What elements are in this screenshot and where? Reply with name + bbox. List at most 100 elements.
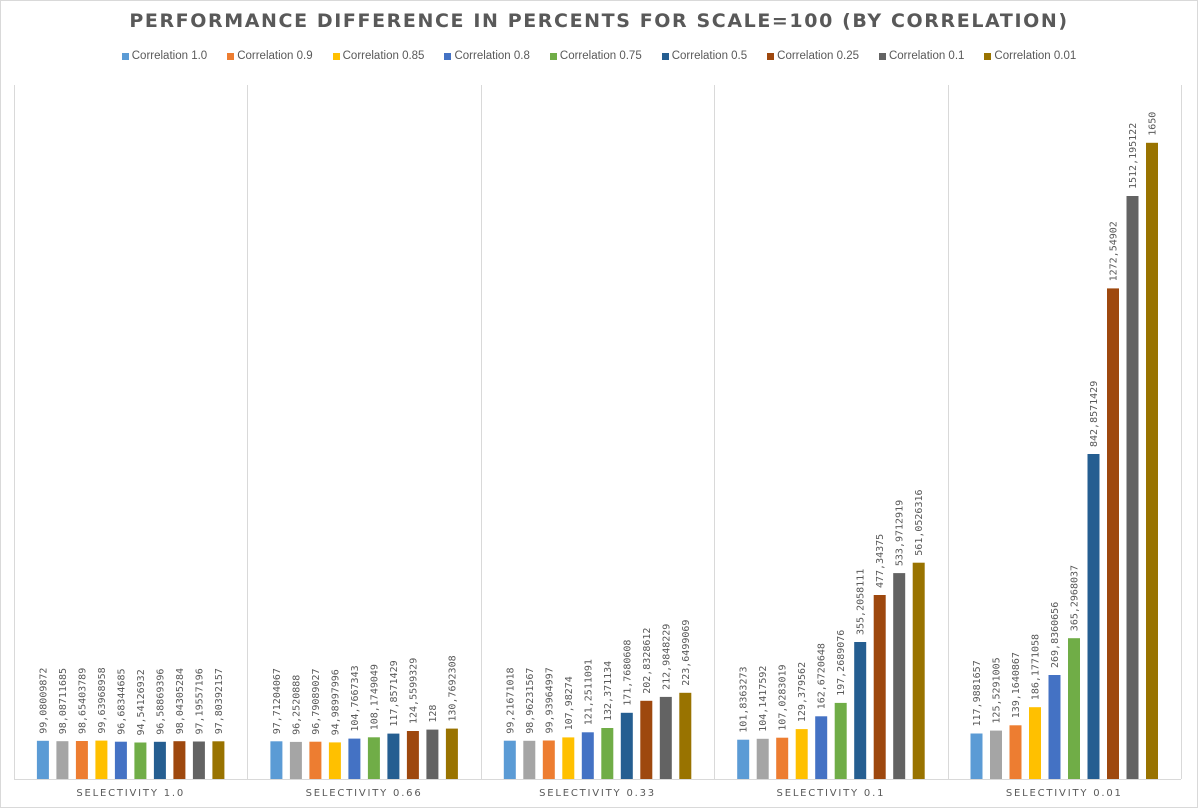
category-label: SELECTIVITY 0.33 [539, 788, 656, 799]
bar [1087, 454, 1100, 779]
data-label: 99,21671018 [505, 667, 516, 733]
bar [387, 733, 400, 779]
bar [640, 700, 653, 779]
data-label: 96,58869396 [155, 669, 166, 735]
data-label: 130,7692308 [447, 655, 458, 721]
data-label: 533,9712919 [895, 500, 906, 566]
data-label: 96,79089027 [311, 668, 322, 734]
bar [834, 702, 847, 779]
bar [1107, 288, 1119, 779]
data-label: 97,19557196 [194, 668, 205, 734]
bar [406, 731, 419, 779]
bar [270, 741, 283, 779]
data-label: 1650 [1148, 112, 1159, 136]
data-label: 107,98274 [564, 676, 575, 730]
data-label: 98,96231567 [525, 668, 536, 734]
data-label: 98,08711685 [58, 668, 69, 734]
category-label: SELECTIVITY 1.0 [76, 788, 185, 799]
bar [114, 741, 127, 779]
data-label: 96,2520888 [291, 675, 302, 735]
data-label: 97,80392157 [214, 668, 225, 734]
data-label: 98,65403789 [77, 668, 88, 734]
bar [1068, 638, 1080, 779]
legend-label: Correlation 0.5 [671, 50, 748, 62]
legend-item: Correlation 0.25 [767, 50, 859, 62]
bar [756, 738, 769, 779]
bar [776, 737, 789, 779]
bar [990, 730, 1002, 779]
data-label: 139,1640867 [1011, 652, 1022, 718]
bar [56, 741, 69, 779]
legend-item: Correlation 0.5 [661, 50, 748, 62]
legend-item: Correlation 0.75 [549, 50, 642, 62]
legend-label: Correlation 0.25 [777, 50, 859, 62]
bar [426, 729, 439, 779]
data-label: 117,9881657 [972, 660, 983, 726]
bar [95, 740, 108, 779]
data-label: 269,8360656 [1050, 602, 1061, 668]
bar [309, 741, 322, 779]
legend-label: Correlation 0.85 [342, 50, 425, 62]
bar [523, 740, 536, 779]
bar [153, 741, 166, 779]
data-label: 99,93964997 [544, 667, 555, 733]
bar [134, 742, 147, 779]
bar [795, 729, 808, 779]
legend-swatch [878, 52, 886, 60]
chart-title: PERFORMANCE DIFFERENCE IN PERCENTS FOR S… [129, 10, 1069, 32]
bar [328, 742, 341, 779]
data-label: 99,08009872 [38, 668, 49, 734]
bar [289, 741, 302, 779]
legend-swatch [549, 52, 557, 60]
bar [75, 741, 88, 779]
bar [1146, 142, 1158, 780]
data-label: 104,1417592 [758, 666, 769, 732]
data-label: 129,379562 [797, 662, 808, 722]
legend-swatch [984, 52, 992, 60]
data-label: 202,8328612 [642, 628, 653, 694]
legend-label: Correlation 0.01 [994, 50, 1077, 62]
data-label: 124,5599329 [408, 658, 419, 724]
bar [1009, 725, 1022, 779]
data-label: 561,0526316 [914, 489, 925, 555]
data-label: 94,98997996 [330, 669, 341, 735]
data-label: 98,04305284 [175, 668, 186, 734]
data-label: 197,2689076 [836, 630, 847, 696]
bar [737, 739, 750, 779]
bar [36, 740, 49, 779]
legend-item: Correlation 0.1 [878, 50, 964, 62]
bar [815, 716, 828, 779]
bar [1048, 675, 1061, 779]
legend-label: Correlation 0.8 [454, 50, 530, 62]
bar [581, 732, 594, 779]
bar [1126, 196, 1139, 779]
legend-label: Correlation 0.9 [237, 50, 313, 62]
bar [893, 573, 906, 779]
legend-item: Correlation 0.8 [444, 50, 530, 62]
bar [912, 562, 925, 779]
data-label: 104,7667343 [350, 665, 361, 731]
data-label: 132,371134 [603, 661, 614, 721]
legend-item: Correlation 0.9 [227, 50, 313, 62]
bar [192, 741, 205, 779]
legend-swatch [332, 52, 340, 60]
data-label: 842,8571429 [1089, 381, 1100, 447]
data-label: 355,2058111 [856, 569, 867, 635]
legend-swatch [444, 52, 452, 60]
data-label: 128 [428, 705, 439, 723]
data-label: 212,9848229 [661, 624, 672, 690]
legend-swatch [227, 52, 235, 60]
data-label: 223,6499069 [681, 620, 692, 686]
data-label: 1512,195122 [1128, 123, 1139, 189]
legend-item: Correlation 0.01 [984, 50, 1076, 62]
data-label: 1272,54902 [1109, 221, 1120, 281]
data-label: 162,6720648 [817, 643, 828, 709]
data-label: 94,54126932 [136, 669, 147, 735]
bar [601, 728, 614, 779]
bar [367, 737, 380, 779]
bar [873, 595, 886, 779]
legend-swatch [661, 52, 669, 60]
legend-swatch [121, 52, 129, 60]
